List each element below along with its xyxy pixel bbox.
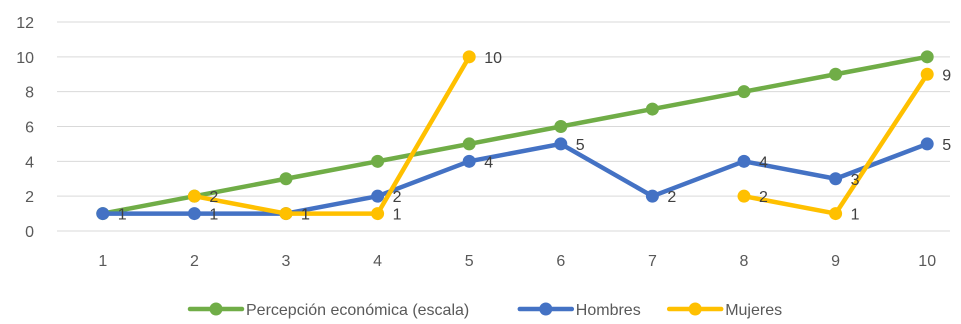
series-mujeres [187, 50, 934, 221]
series-percepcion-economica-escala [96, 50, 934, 221]
data-point-mujeres [187, 189, 201, 203]
legend-label: Mujeres [725, 302, 782, 319]
data-label-mujeres: 1 [301, 207, 310, 224]
x-tick-label: 6 [556, 253, 565, 270]
data-point-percepcion-economica-escala [920, 50, 934, 64]
x-tick-label: 9 [831, 253, 840, 270]
data-label-hombres: 2 [393, 189, 402, 206]
data-label-hombres: 4 [484, 154, 493, 171]
y-tick-label: 2 [25, 189, 34, 206]
data-label-mujeres: 9 [942, 67, 951, 84]
data-label-hombres: 5 [576, 137, 585, 154]
legend-label: Hombres [576, 302, 641, 319]
data-label-hombres: 4 [759, 154, 768, 171]
x-axis: 1 2 3 4 5 6 7 8 9 10 [98, 253, 936, 270]
series-hombres [96, 137, 934, 221]
data-label-hombres: 1 [301, 207, 310, 224]
data-label-hombres: 5 [942, 137, 951, 154]
legend-marker [688, 302, 702, 316]
legend: Percepción económica (escala) Hombres Muje… [187, 302, 782, 319]
data-point-percepcion-economica-escala [645, 102, 659, 116]
data-point-hombres [462, 154, 476, 168]
x-tick-label: 2 [190, 253, 199, 270]
data-point-mujeres [829, 207, 843, 221]
data-point-percepcion-economica-escala [554, 120, 568, 133]
data-point-hombres [829, 172, 843, 186]
data-point-hombres [187, 207, 201, 221]
x-tick-label: 5 [465, 253, 474, 270]
data-label-mujeres: 1 [851, 207, 860, 224]
legend-item-mujeres: Mujeres [666, 302, 782, 319]
series-line-mujeres [741, 72, 930, 216]
data-label-mujeres: 2 [209, 189, 218, 206]
data-point-percepcion-economica-escala [462, 137, 476, 151]
data-point-percepcion-economica-escala [371, 154, 385, 168]
data-point-percepcion-economica-escala [279, 172, 293, 186]
x-tick-label: 1 [98, 253, 107, 270]
y-tick-label: 8 [25, 85, 34, 102]
legend-marker [539, 302, 553, 316]
series-lines [96, 50, 934, 221]
data-label-hombres: 1 [118, 207, 127, 224]
data-point-hombres [737, 154, 751, 168]
data-point-hombres [371, 189, 385, 203]
x-tick-label: 3 [282, 253, 291, 270]
x-tick-label: 8 [740, 253, 749, 270]
legend-label: Percepción económica (escala) [246, 302, 469, 319]
legend-item-hombres: Hombres [517, 302, 641, 319]
data-point-mujeres [371, 207, 385, 221]
data-point-percepcion-economica-escala [829, 67, 843, 81]
series-line-mujeres [192, 54, 472, 216]
data-label-hombres: 1 [209, 207, 218, 224]
data-point-mujeres [279, 207, 293, 221]
x-tick-label: 4 [373, 253, 382, 270]
data-label-mujeres: 2 [759, 189, 768, 206]
legend-item-percepcion-economica-escala: Percepción económica (escala) [187, 302, 469, 319]
y-tick-label: 6 [25, 120, 34, 137]
data-point-hombres [920, 137, 934, 151]
series-line-hombres [100, 141, 930, 216]
y-axis: 0 2 4 6 8 10 12 [16, 15, 34, 241]
data-label-hombres: 2 [667, 189, 676, 206]
data-label-hombres: 3 [851, 172, 860, 189]
x-tick-label: 10 [918, 253, 936, 270]
data-label-mujeres: 10 [484, 50, 502, 67]
y-tick-label: 10 [16, 50, 34, 67]
y-tick-label: 0 [25, 224, 34, 241]
data-point-percepcion-economica-escala [737, 85, 751, 99]
y-tick-label: 12 [16, 15, 34, 32]
data-point-hombres [96, 207, 110, 221]
data-point-mujeres [920, 67, 934, 81]
data-point-mujeres [737, 189, 751, 203]
series-line-percepcion-economica-escala [100, 54, 930, 216]
data-point-hombres [554, 137, 568, 151]
legend-marker [209, 302, 223, 316]
data-label-mujeres: 1 [393, 207, 402, 224]
data-point-hombres [645, 189, 659, 203]
x-tick-label: 7 [648, 253, 657, 270]
data-point-mujeres [462, 50, 476, 64]
y-tick-label: 4 [25, 154, 34, 171]
